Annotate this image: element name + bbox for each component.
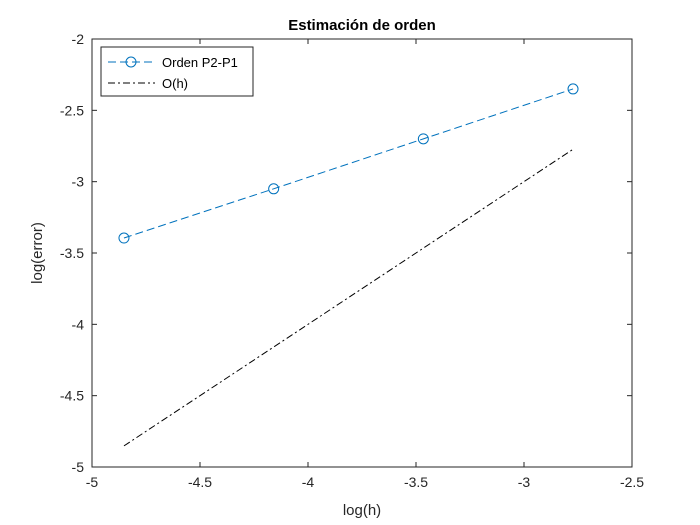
y-tick-label: -2 [72, 31, 85, 47]
y-tick-label: -2.5 [60, 102, 84, 118]
y-tick-label: -4 [72, 316, 85, 332]
y-tick-label: -3 [72, 174, 85, 190]
x-tick-label: -2.5 [620, 474, 644, 490]
y-tick-label: -4.5 [60, 388, 84, 404]
legend-entry-2-label: O(h) [162, 76, 188, 91]
series-1-marker [567, 83, 579, 95]
axes-box [91, 38, 633, 468]
x-axis: -5 -4.5 -4 -3.5 -3 -2.5 [86, 39, 644, 490]
y-axis: -2 -2.5 -3 -3.5 -4 -4.5 -5 [60, 31, 632, 475]
x-axis-label: log(h) [343, 502, 381, 519]
y-tick-label: -5 [72, 459, 85, 475]
y-axis-label: log(error) [29, 222, 46, 284]
legend: Orden P2-P1 O(h) [100, 46, 254, 97]
plot-area [91, 38, 633, 468]
series-1-marker [417, 133, 429, 145]
legend-entry-1-marker [125, 56, 137, 68]
legend-box [100, 46, 254, 97]
x-tick-label: -3 [518, 474, 531, 490]
series-layer [118, 83, 579, 447]
y-tick-label: -3.5 [60, 245, 84, 261]
series-1-marker [118, 232, 130, 244]
legend-entry-1-label: Orden P2-P1 [162, 55, 238, 70]
series-1-line [123, 88, 574, 239]
x-tick-label: -5 [86, 474, 99, 490]
x-tick-label: -4.5 [188, 474, 212, 490]
series-1-marker [268, 183, 280, 195]
x-tick-label: -3.5 [404, 474, 428, 490]
x-tick-label: -4 [302, 474, 315, 490]
chart-title: Estimación de orden [288, 17, 436, 34]
